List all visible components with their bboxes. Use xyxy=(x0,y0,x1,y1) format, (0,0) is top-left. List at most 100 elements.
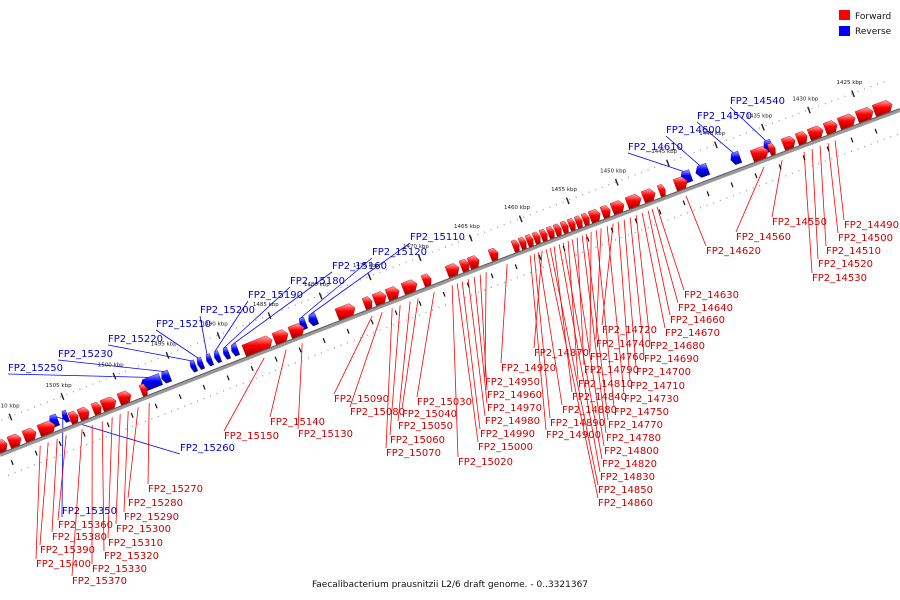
gene-label-fp2-14520[interactable]: FP2_14520 xyxy=(818,259,873,270)
gene-block-40[interactable] xyxy=(672,176,688,192)
gene-label-fp2-14810[interactable]: FP2_14810 xyxy=(578,379,633,390)
gene-label-fp2-15320[interactable]: FP2_15320 xyxy=(104,551,159,562)
gene-block-47[interactable] xyxy=(836,113,856,130)
gene-block-26[interactable] xyxy=(531,231,541,245)
gene-block-32[interactable] xyxy=(573,215,583,229)
gene-block-41[interactable] xyxy=(749,146,769,163)
gene-block-37[interactable] xyxy=(624,193,642,210)
gene-label-fp2-15380[interactable]: FP2_15380 xyxy=(52,532,107,543)
gene-label-fp2-15000[interactable]: FP2_15000 xyxy=(478,442,533,453)
gene-fp2-15230[interactable] xyxy=(161,369,173,384)
gene-label-fp2-15190[interactable]: FP2_15190 xyxy=(248,290,303,301)
gene-label-fp2-14500[interactable]: FP2_14500 xyxy=(838,233,893,244)
gene-label-fp2-14720[interactable]: FP2_14720 xyxy=(602,325,657,336)
gene-block-0[interactable] xyxy=(0,438,8,454)
gene-block-12[interactable] xyxy=(287,323,305,339)
gene-label-fp2-15260[interactable]: FP2_15260 xyxy=(180,443,235,454)
gene-label-fp2-15310[interactable]: FP2_15310 xyxy=(108,538,163,549)
gene-block-18[interactable] xyxy=(420,273,432,288)
gene-label-fp2-14780[interactable]: FP2_14780 xyxy=(606,433,661,444)
gene-block-27[interactable] xyxy=(538,228,548,243)
gene-label-fp2-14830[interactable]: FP2_14830 xyxy=(600,472,655,483)
gene-label-fp2-15270[interactable]: FP2_15270 xyxy=(148,484,203,495)
gene-label-fp2-15080[interactable]: FP2_15080 xyxy=(350,407,405,418)
gene-label-fp2-14890[interactable]: FP2_14890 xyxy=(550,418,605,429)
gene-label-fp2-14880[interactable]: FP2_14880 xyxy=(562,405,617,416)
gene-block-36[interactable] xyxy=(609,200,625,216)
gene-label-fp2-15400[interactable]: FP2_15400 xyxy=(36,559,91,570)
gene-fp2-15180[interactable] xyxy=(222,346,232,360)
gene-block-43[interactable] xyxy=(780,135,796,151)
gene-label-fp2-14800[interactable]: FP2_14800 xyxy=(604,446,659,457)
gene-block-17[interactable] xyxy=(400,279,418,296)
gene-label-fp2-14790[interactable]: FP2_14790 xyxy=(584,365,639,376)
gene-label-fp2-15020[interactable]: FP2_15020 xyxy=(458,457,513,468)
gene-label-fp2-14970[interactable]: FP2_14970 xyxy=(487,403,542,414)
gene-label-fp2-14870[interactable]: FP2_14870 xyxy=(534,348,589,359)
gene-label-fp2-14490[interactable]: FP2_14490 xyxy=(844,220,899,231)
gene-label-fp2-14540[interactable]: FP2_14540 xyxy=(730,96,785,107)
gene-block-20[interactable] xyxy=(458,258,470,273)
gene-label-fp2-14980[interactable]: FP2_14980 xyxy=(485,416,540,427)
gene-label-fp2-14610[interactable]: FP2_14610 xyxy=(628,142,683,153)
gene-block-10[interactable] xyxy=(241,335,273,357)
gene-label-fp2-14820[interactable]: FP2_14820 xyxy=(602,459,657,470)
gene-label-fp2-15120[interactable]: FP2_15120 xyxy=(372,247,427,258)
gene-fp2-15210[interactable] xyxy=(196,356,206,370)
gene-label-fp2-15230[interactable]: FP2_15230 xyxy=(58,349,113,360)
gene-label-fp2-14730[interactable]: FP2_14730 xyxy=(624,394,679,405)
gene-label-fp2-14840[interactable]: FP2_14840 xyxy=(572,392,627,403)
gene-label-fp2-15150[interactable]: FP2_15150 xyxy=(224,431,279,442)
gene-label-fp2-14550[interactable]: FP2_14550 xyxy=(772,217,827,228)
gene-block-16[interactable] xyxy=(384,286,400,302)
gene-block-44[interactable] xyxy=(794,131,808,146)
gene-label-fp2-14740[interactable]: FP2_14740 xyxy=(596,339,651,350)
gene-label-fp2-15330[interactable]: FP2_15330 xyxy=(92,564,147,575)
gene-block-31[interactable] xyxy=(566,218,576,232)
gene-label-fp2-14750[interactable]: FP2_14750 xyxy=(614,407,669,418)
gene-label-fp2-15250[interactable]: FP2_15250 xyxy=(8,363,63,374)
gene-block-49[interactable] xyxy=(871,99,893,117)
gene-label-fp2-14860[interactable]: FP2_14860 xyxy=(598,498,653,509)
gene-label-fp2-15130[interactable]: FP2_15130 xyxy=(298,429,353,440)
gene-block-45[interactable] xyxy=(806,125,824,141)
gene-label-fp2-15220[interactable]: FP2_15220 xyxy=(108,334,163,345)
gene-fp2-15190[interactable] xyxy=(213,350,223,364)
gene-block-39[interactable] xyxy=(656,183,666,198)
gene-label-fp2-14990[interactable]: FP2_14990 xyxy=(480,429,535,440)
gene-label-fp2-14770[interactable]: FP2_14770 xyxy=(608,420,663,431)
gene-label-fp2-14950[interactable]: FP2_14950 xyxy=(485,377,540,388)
gene-block-42[interactable] xyxy=(766,142,776,156)
gene-label-fp2-14510[interactable]: FP2_14510 xyxy=(826,246,881,257)
gene-block-11[interactable] xyxy=(271,329,289,345)
gene-label-fp2-14960[interactable]: FP2_14960 xyxy=(487,390,542,401)
gene-block-34[interactable] xyxy=(587,209,601,224)
gene-label-fp2-15060[interactable]: FP2_15060 xyxy=(390,435,445,446)
gene-label-fp2-14620[interactable]: FP2_14620 xyxy=(706,246,761,257)
gene-label-fp2-15110[interactable]: FP2_15110 xyxy=(410,232,465,243)
gene-label-fp2-14560[interactable]: FP2_14560 xyxy=(736,232,791,243)
gene-label-fp2-15090[interactable]: FP2_15090 xyxy=(334,394,389,405)
gene-label-fp2-14680[interactable]: FP2_14680 xyxy=(650,341,705,352)
gene-label-fp2-14900[interactable]: FP2_14900 xyxy=(546,430,601,441)
gene-label-fp2-15360[interactable]: FP2_15360 xyxy=(58,520,113,531)
gene-block-28[interactable] xyxy=(545,226,555,240)
gene-label-fp2-14670[interactable]: FP2_14670 xyxy=(665,328,720,339)
gene-label-fp2-15040[interactable]: FP2_15040 xyxy=(402,409,457,420)
gene-block-21[interactable] xyxy=(466,255,480,270)
gene-label-fp2-14530[interactable]: FP2_14530 xyxy=(812,273,867,284)
gene-label-fp2-14600[interactable]: FP2_14600 xyxy=(666,125,721,136)
gene-block-23[interactable] xyxy=(510,239,520,253)
gene-block-6[interactable] xyxy=(90,401,102,416)
gene-label-fp2-15200[interactable]: FP2_15200 xyxy=(200,305,255,316)
gene-label-fp2-15370[interactable]: FP2_15370 xyxy=(72,576,127,587)
gene-label-fp2-15070[interactable]: FP2_15070 xyxy=(386,448,441,459)
gene-label-fp2-15210[interactable]: FP2_15210 xyxy=(156,319,211,330)
gene-block-22[interactable] xyxy=(487,247,499,262)
gene-label-fp2-14850[interactable]: FP2_14850 xyxy=(598,485,653,496)
gene-block-1[interactable] xyxy=(6,433,22,449)
gene-label-fp2-15280[interactable]: FP2_15280 xyxy=(128,498,183,509)
gene-block-35[interactable] xyxy=(599,204,611,219)
gene-block-29[interactable] xyxy=(552,223,562,237)
gene-fp2-15160[interactable] xyxy=(231,343,241,357)
